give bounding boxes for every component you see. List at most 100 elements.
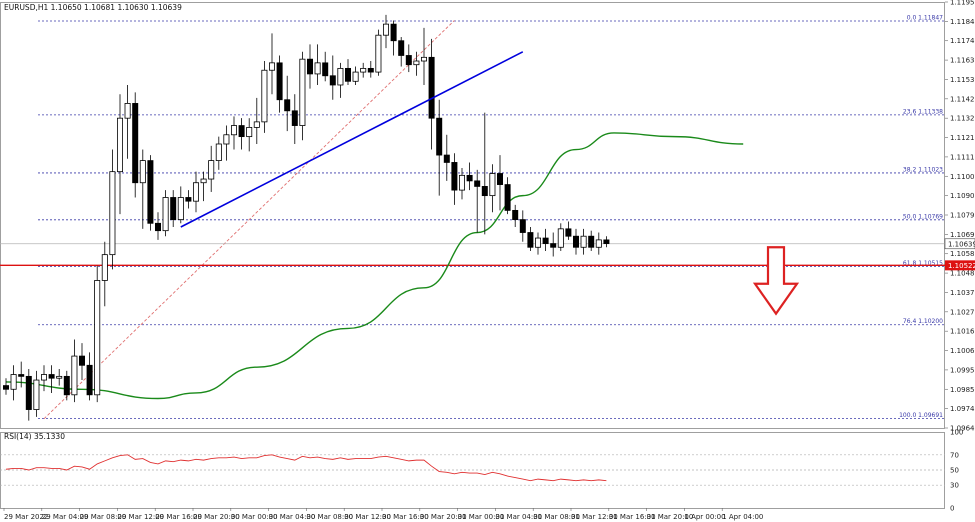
candle: [474, 169, 481, 233]
main-pane-border: [0, 2, 945, 429]
candle: [41, 365, 48, 392]
candle: [132, 92, 139, 198]
candle-body-bear: [25, 375, 32, 410]
time-tick-label: 29 Mar 04:00: [42, 513, 89, 521]
current-price-value: 1.10639: [948, 240, 975, 248]
candle: [314, 44, 321, 85]
price-tick-label: 1.10900: [950, 192, 975, 200]
trend-line[interactable]: [180, 51, 524, 228]
candle-body-bull: [223, 134, 230, 145]
candle-body-bull: [109, 171, 116, 256]
red-line-price-tag: 1.10522: [945, 260, 975, 271]
candle-body-bear: [329, 75, 336, 86]
price-tick-label: 1.09640: [950, 425, 975, 433]
candle: [367, 61, 374, 78]
fib-level-label: 100.0 1.09691: [899, 412, 943, 419]
current-price-tag: 1.10639: [944, 238, 975, 250]
candle: [504, 177, 511, 215]
candle: [192, 171, 199, 213]
candle-body-bull: [413, 60, 420, 66]
candle: [200, 171, 207, 202]
candle: [436, 99, 443, 196]
candle-body-bull: [458, 174, 465, 191]
candle: [451, 153, 458, 205]
price-tick-label: 1.10165: [950, 328, 975, 336]
candle: [18, 361, 25, 388]
candle-body-bull: [33, 379, 40, 410]
candle: [413, 51, 420, 76]
candle-body-bull: [230, 125, 237, 136]
candle: [276, 55, 283, 113]
candle: [428, 38, 435, 150]
rsi-tick-label: 100: [950, 429, 963, 437]
candle-body-bear: [170, 197, 177, 221]
candle: [124, 84, 131, 159]
candle-body-bear: [367, 67, 374, 73]
candle-body-bull: [101, 254, 108, 281]
candle-body-bear: [504, 184, 511, 211]
price-tick-label: 1.10270: [950, 308, 975, 316]
candle-body-bull: [352, 71, 359, 82]
price-tick-label: 1.10690: [950, 231, 975, 239]
price-tick-label: 1.11740: [950, 37, 975, 45]
candle: [329, 55, 336, 100]
time-tick-label: 30 Mar 20:00: [420, 513, 467, 521]
candle: [360, 62, 367, 78]
candle-body-bull: [299, 58, 306, 126]
candle-body-bear: [284, 99, 291, 112]
candle-body-bull: [117, 117, 124, 173]
candle: [588, 230, 595, 251]
candle-body-bear: [322, 62, 329, 77]
red-line-price-value: 1.10522: [948, 262, 975, 270]
candle: [71, 339, 78, 403]
price-tick-label: 1.10060: [950, 347, 975, 355]
candle-body-bear: [443, 154, 450, 163]
candle-body-bear: [474, 180, 481, 187]
candle-body-bear: [481, 186, 488, 197]
candle-body-bull: [253, 121, 260, 128]
candle: [238, 118, 245, 150]
candle: [56, 368, 63, 386]
candle: [573, 228, 580, 255]
candle: [208, 145, 215, 192]
candle-body-bull: [375, 34, 382, 73]
candle: [542, 228, 549, 251]
candle: [33, 370, 40, 417]
candle-body-bull: [382, 23, 389, 36]
time-tick-label: 30 Mar 08:00: [306, 513, 353, 521]
candle-body-bear: [291, 110, 298, 126]
candle: [261, 61, 268, 133]
candle: [185, 190, 192, 209]
fib-level-label: 61.8 1.10515: [903, 260, 943, 267]
candle: [48, 365, 55, 393]
candle-body-bull: [595, 239, 602, 248]
candle-body-bull: [94, 280, 101, 396]
candle: [246, 118, 253, 152]
time-tick-label: 29 Mar 2022: [4, 513, 48, 521]
chart-title: EURUSD,H1 1.10650 1.10681 1.10630 1.1063…: [4, 3, 182, 12]
candle-body-bear: [398, 40, 405, 56]
candle: [109, 149, 116, 270]
candle-body-bear: [276, 62, 283, 101]
price-tick-label: 1.11215: [950, 134, 975, 142]
candle: [565, 221, 572, 240]
fib-level-label: 0.0 1.11847: [907, 14, 943, 21]
time-tick-label: 1 Apr 00:00: [684, 513, 725, 521]
candle-body-bear: [185, 197, 192, 202]
candle: [3, 378, 9, 395]
time-tick-label: 31 Mar 00:00: [458, 513, 505, 521]
fib-level-label: 38.2 1.11023: [903, 166, 943, 173]
red-line-price-box: [945, 260, 975, 271]
candle: [390, 20, 397, 56]
time-tick-label: 31 Mar 16:00: [609, 513, 656, 521]
time-tick-label: 29 Mar 08:00: [80, 513, 127, 521]
down-arrow-icon: [752, 246, 800, 316]
candle: [94, 265, 101, 403]
rsi-title: RSI(14) 35.1330: [4, 432, 65, 441]
candle-body-bull: [261, 69, 268, 123]
candle: [177, 186, 184, 224]
candle: [344, 59, 351, 85]
candle: [352, 66, 359, 85]
candle-body-bull: [268, 62, 275, 71]
